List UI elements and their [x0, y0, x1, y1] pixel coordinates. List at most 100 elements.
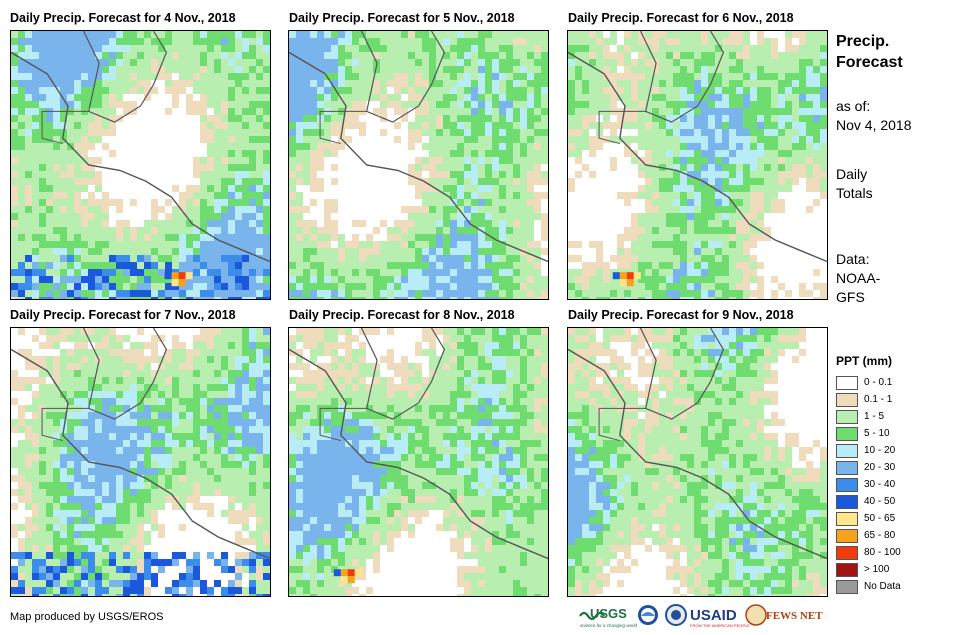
legend-item: 1 - 5 — [836, 408, 901, 425]
data-source-label: Data: — [836, 251, 870, 267]
coastline — [568, 348, 827, 560]
legend-label: 30 - 40 — [864, 479, 896, 490]
country-border — [598, 407, 646, 442]
as-of-date: Nov 4, 2018 — [836, 117, 912, 133]
peninsula-outline — [360, 328, 446, 420]
legend-item: 0.1 - 1 — [836, 391, 901, 408]
side-title-line2: Forecast — [836, 54, 903, 71]
agency-logos: USGS science for a changing world USAID … — [579, 604, 823, 628]
legend-item: > 100 — [836, 561, 901, 578]
panel-title-day1: Daily Precip. Forecast for 4 Nov., 2018 — [10, 11, 236, 25]
precip-grid — [11, 328, 270, 596]
usgs-tagline: science for a changing world — [580, 623, 638, 628]
coastline — [11, 348, 270, 560]
precip-grid — [568, 31, 827, 299]
precip-map-day5-svg — [289, 328, 548, 596]
usgs-logo-text: USGS — [590, 606, 627, 621]
data-source-line1: NOAA- — [836, 270, 881, 286]
legend-swatch — [836, 375, 858, 390]
legend-swatch — [836, 562, 858, 577]
legend-swatch — [836, 409, 858, 424]
precip-map-day2-svg — [289, 31, 548, 299]
legend-item: No Data — [836, 578, 901, 595]
coastline — [289, 348, 548, 560]
precip-map-day3-svg — [568, 31, 827, 299]
legend-item: 65 - 80 — [836, 527, 901, 544]
legend-swatch — [836, 392, 858, 407]
legend-item: 30 - 40 — [836, 476, 901, 493]
precip-grid — [568, 328, 827, 596]
coastline — [289, 51, 548, 263]
legend-label: No Data — [864, 581, 901, 592]
panel-title-day4: Daily Precip. Forecast for 7 Nov., 2018 — [10, 308, 236, 322]
legend-label: 80 - 100 — [864, 547, 901, 558]
noaa-logo — [638, 605, 658, 625]
peninsula-outline — [82, 31, 168, 123]
data-source-line2: GFS — [836, 289, 865, 305]
doi-seal — [665, 604, 687, 626]
daily-totals-line2: Totals — [836, 185, 873, 201]
precip-map-day1-svg — [11, 31, 270, 299]
precip-grid — [11, 31, 270, 299]
as-of-label: as of: — [836, 98, 871, 114]
country-border — [41, 407, 89, 442]
peninsula-outline — [360, 31, 446, 123]
legend-swatch — [836, 443, 858, 458]
precip-grid — [289, 328, 548, 596]
peninsula-outline — [82, 328, 168, 420]
legend-item: 50 - 65 — [836, 510, 901, 527]
legend-label: 0 - 0.1 — [864, 377, 893, 388]
legend-swatch — [836, 460, 858, 475]
heavy-precip-cluster — [333, 569, 362, 584]
peninsula-outline — [639, 328, 725, 420]
panel-title-day2: Daily Precip. Forecast for 5 Nov., 2018 — [289, 11, 515, 25]
legend-swatch — [836, 477, 858, 492]
usgs-logo: USGS science for a changing world — [579, 606, 638, 628]
legend-label: 65 - 80 — [864, 530, 896, 541]
precip-map-day4-svg — [11, 328, 270, 596]
legend-label: > 100 — [864, 564, 890, 575]
country-border — [598, 110, 646, 145]
side-title: Precip. Forecast — [836, 31, 903, 73]
precip-map-day6 — [567, 327, 828, 597]
legend-label: 10 - 20 — [864, 445, 896, 456]
legend-label: 50 - 65 — [864, 513, 896, 524]
heavy-precip-cluster — [612, 272, 641, 287]
precip-map-day3 — [567, 30, 828, 300]
fewsnet-logo-text: FEWS NET — [766, 610, 823, 622]
legend-item: 0 - 0.1 — [836, 374, 901, 391]
panel-title-day3: Daily Precip. Forecast for 6 Nov., 2018 — [568, 11, 794, 25]
data-source-block: Data: NOAA- GFS — [836, 250, 880, 307]
country-border — [319, 110, 367, 145]
legend-item: 5 - 10 — [836, 425, 901, 442]
legend-swatch — [836, 545, 858, 560]
precip-grid — [289, 31, 548, 299]
precip-map-day1 — [10, 30, 271, 300]
map-credit: Map produced by USGS/EROS — [10, 611, 164, 623]
legend-label: 0.1 - 1 — [864, 394, 893, 405]
legend-item: 80 - 100 — [836, 544, 901, 561]
heavy-precip-cluster — [164, 272, 193, 287]
panel-title-day6: Daily Precip. Forecast for 9 Nov., 2018 — [568, 308, 794, 322]
legend-item: 20 - 30 — [836, 459, 901, 476]
legend-swatch — [836, 426, 858, 441]
country-border — [41, 110, 89, 145]
legend-label: 40 - 50 — [864, 496, 896, 507]
coastline — [11, 51, 270, 263]
precip-map-day6-svg — [568, 328, 827, 596]
precip-legend: PPT (mm) 0 - 0.1 0.1 - 1 1 - 5 5 - 10 10 - 2… — [836, 354, 901, 595]
legend-item: 40 - 50 — [836, 493, 901, 510]
side-title-line1: Precip. — [836, 33, 890, 50]
usaid-logo-text: USAID — [690, 607, 737, 624]
legend-label: 1 - 5 — [864, 411, 885, 422]
fewsnet-logo: FEWS NET — [745, 604, 823, 626]
precip-map-day2 — [288, 30, 549, 300]
country-border — [319, 407, 367, 442]
legend-swatch — [836, 511, 858, 526]
precip-map-day5 — [288, 327, 549, 597]
legend-swatch — [836, 579, 858, 594]
usaid-tagline: FROM THE AMERICAN PEOPLE — [690, 623, 750, 628]
legend-swatch — [836, 528, 858, 543]
legend-rows: 0 - 0.1 0.1 - 1 1 - 5 5 - 10 10 - 20 20 - 30 3… — [836, 374, 901, 595]
panel-title-day5: Daily Precip. Forecast for 8 Nov., 2018 — [289, 308, 515, 322]
